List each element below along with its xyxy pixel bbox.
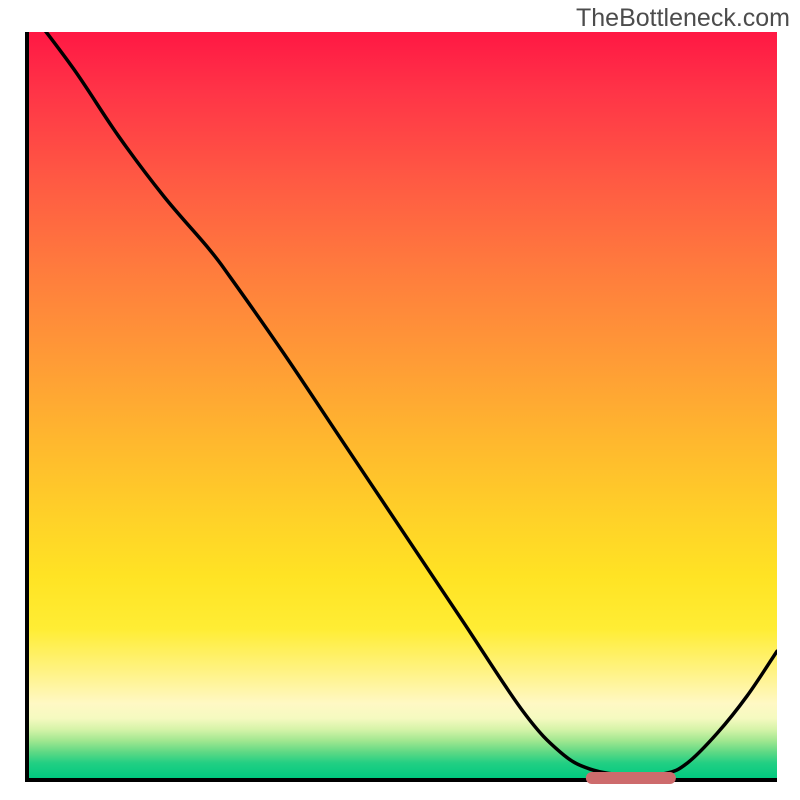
plot-area (25, 32, 777, 782)
heat-gradient (29, 32, 777, 778)
optimal-range-marker (585, 772, 675, 784)
watermark-text: TheBottleneck.com (576, 4, 790, 33)
chart-stage: TheBottleneck.com (0, 0, 800, 800)
